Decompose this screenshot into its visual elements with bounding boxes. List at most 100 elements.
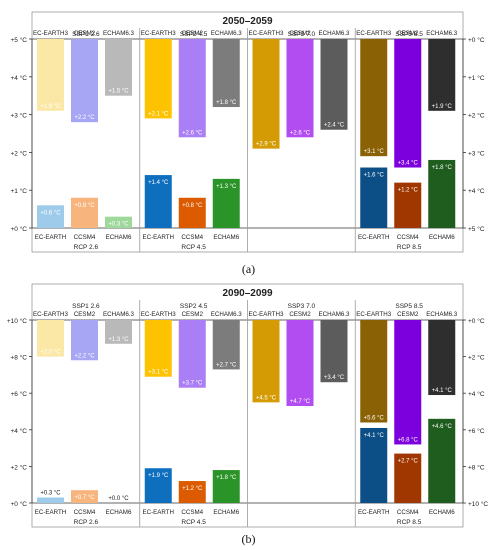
top-bar [178,320,206,388]
top-model-label: ECHAM6.3 [319,311,351,318]
top-model-label: CESM2 [182,311,204,318]
top-bar-value: +6.8 °C [398,437,419,443]
panel-b-title: 2090–2099 [222,288,272,299]
ssp-label: SSP2 4.5 [180,303,208,310]
bottom-model-label: CCSM4 [181,509,203,516]
top-model-label: EC-EARTH3 [356,311,392,318]
top-model-label: EC-EARTH3 [141,311,177,318]
bottom-model-label: CCSM4 [74,234,96,241]
top-bar [252,320,280,403]
bottom-bar-value: +1.2 °C [398,188,419,194]
bottom-bar-value: +2.7 °C [398,459,419,465]
right-tick-label: +1 °C [468,74,485,82]
bottom-bar-value: +0.8 °C [74,203,95,209]
top-bar [252,39,280,149]
top-bar [37,320,64,357]
bottom-bar-value: +1.8 °C [432,165,453,171]
top-bar-value: +2.1 °C [148,111,169,117]
bottom-model-label: ECHAM6 [213,234,239,241]
top-bar [320,39,348,130]
panel-a-title: 2050–2059 [222,16,272,27]
bottom-bar [360,427,388,503]
bottom-model-label: CCSM4 [397,234,419,241]
top-model-label: CESM2 [289,311,311,318]
top-bar [394,39,422,168]
rcp-label: RCP 8.5 [397,244,422,251]
left-tick-label: +5 °C [10,36,27,44]
bottom-bar-value: +0.8 °C [182,203,203,209]
top-model-label: ECHAM6.3 [103,30,135,37]
ssp-label: SSP2 4.5 [180,31,208,38]
top-model-label: CESM2 [397,311,419,318]
rcp-label: RCP 2.6 [74,519,99,526]
bottom-bar [105,216,132,228]
top-bar [144,320,172,377]
top-model-label: ECHAM6.3 [103,311,135,318]
bottom-bar [212,470,240,503]
left-tick-label: +1 °C [10,187,27,195]
top-model-label: ECHAM6.3 [211,30,243,37]
top-model-label: ECHAM6.3 [426,30,458,37]
bottom-bar [360,167,388,228]
panel-b-caption: (b) [241,532,256,546]
rcp-label: RCP 2.6 [74,244,99,251]
top-bar [360,320,388,423]
bottom-bar-value: +1.4 °C [148,180,169,186]
bottom-model-label: EC-EARTH [358,509,390,516]
ssp-label: SSP5 8.5 [395,303,423,310]
top-bar [286,39,314,138]
bottom-model-label: CCSM4 [397,509,419,516]
top-bar [286,320,314,407]
bottom-bar [212,178,240,228]
right-tick-label: +8 °C [468,463,485,471]
top-bar-value: +2.6 °C [182,130,203,136]
bottom-bar-value: +4.1 °C [364,433,385,439]
top-bar-value: +1.5 °C [108,89,129,95]
rcp-label: RCP 4.5 [181,519,206,526]
bottom-bar-value: +0.0 °C [108,496,129,502]
panel-a-caption: (a) [241,262,256,276]
bottom-bar-value: +0.3 °C [108,222,129,228]
top-model-label: CESM2 [182,30,204,37]
left-tick-label: +10 °C [7,317,27,325]
top-bar-value: +4.7 °C [290,399,311,405]
top-bar-value: +5.6 °C [364,415,385,421]
top-model-label: EC-EARTH3 [249,311,285,318]
bottom-bar-value: +0.6 °C [40,210,61,216]
bottom-bar [71,197,98,228]
top-bar [37,39,64,111]
bottom-bar [394,453,422,503]
bottom-bar-value: +4.6 °C [432,424,453,430]
bottom-bar [428,159,456,228]
top-bar-value: +1.3 °C [108,337,129,343]
bottom-bar-value: +1.2 °C [182,486,203,492]
top-bar [394,320,422,445]
top-model-label: EC-EARTH3 [141,30,177,37]
top-bar [71,320,98,361]
bottom-model-label: ECHAM6 [106,509,132,516]
top-bar [428,39,456,111]
right-tick-label: +4 °C [468,187,485,195]
bottom-model-label: EC-EARTH [142,509,174,516]
top-model-label: ECHAM6.3 [211,311,243,318]
top-bar-value: +3.4 °C [324,375,345,381]
bottom-model-label: EC-EARTH [142,234,174,241]
bottom-bar [428,418,456,503]
top-bar [428,320,456,396]
top-bar-value: +3.4 °C [398,161,419,167]
right-tick-label: +2 °C [468,112,485,120]
top-bar [360,39,388,157]
top-bar-value: +2.0 °C [40,350,61,356]
top-bar [105,320,132,344]
top-bar [144,39,172,119]
bottom-bar [144,175,172,228]
top-model-label: CESM2 [397,30,419,37]
bottom-model-label: ECHAM6 [106,234,132,241]
top-bar-value: +3.7 °C [182,381,203,387]
top-bar-value: +1.8 °C [216,100,237,106]
top-model-label: ECHAM6.3 [319,30,351,37]
top-bar-value: +2.2 °C [74,353,95,359]
bottom-model-label: EC-EARTH [35,509,67,516]
ssp-label: SSP3 7.0 [288,31,316,38]
